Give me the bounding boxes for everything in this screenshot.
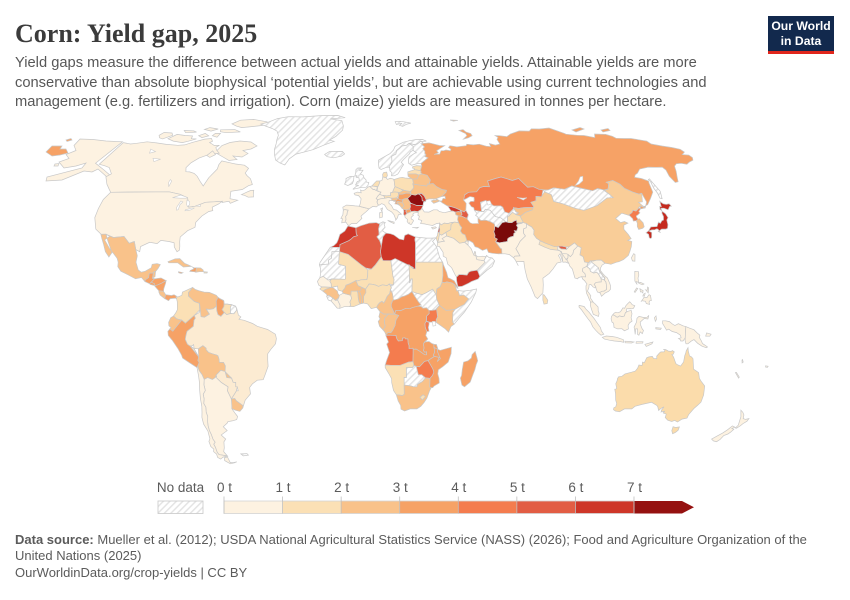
- svg-text:7 t: 7 t: [627, 480, 642, 495]
- svg-text:0 t: 0 t: [217, 480, 232, 495]
- svg-text:4 t: 4 t: [451, 480, 466, 495]
- svg-text:3 t: 3 t: [393, 480, 408, 495]
- svg-text:1 t: 1 t: [276, 480, 291, 495]
- svg-text:5 t: 5 t: [510, 480, 525, 495]
- svg-text:6 t: 6 t: [568, 480, 583, 495]
- svg-text:No data: No data: [157, 480, 205, 495]
- svg-text:2 t: 2 t: [334, 480, 349, 495]
